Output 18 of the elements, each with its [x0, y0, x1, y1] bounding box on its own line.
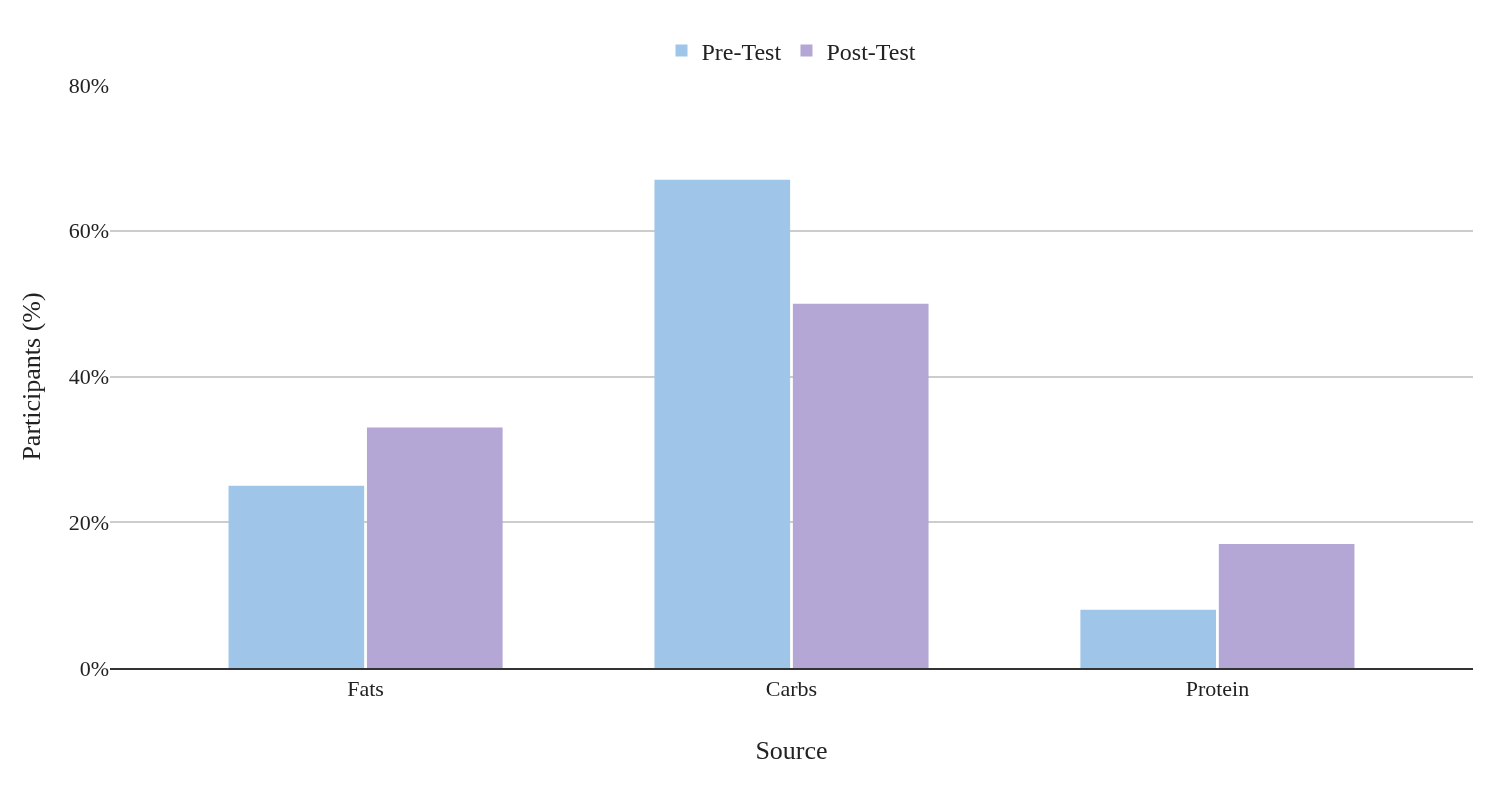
x-tick-label: Fats: [347, 676, 384, 702]
x-axis-title: Source: [755, 735, 828, 765]
y-tick-label: 60%: [68, 218, 109, 244]
y-tick-label: 20%: [68, 509, 109, 535]
legend-label: Pre-Test: [701, 38, 782, 65]
bar: [228, 485, 365, 668]
bar: [366, 427, 503, 668]
y-tick-label: 80%: [68, 72, 109, 98]
x-tick-label: Protein: [1185, 676, 1250, 702]
bar: [792, 303, 929, 668]
bar: [1080, 609, 1217, 668]
x-tick-label: Carbs: [765, 676, 818, 702]
bar: [1218, 544, 1355, 668]
bar: [654, 179, 791, 668]
legend-label: Post-Test: [826, 38, 916, 65]
y-axis-title: Participants (%): [17, 292, 47, 461]
y-tick-label: 40%: [68, 364, 109, 390]
y-tick-label: 0%: [79, 655, 109, 681]
